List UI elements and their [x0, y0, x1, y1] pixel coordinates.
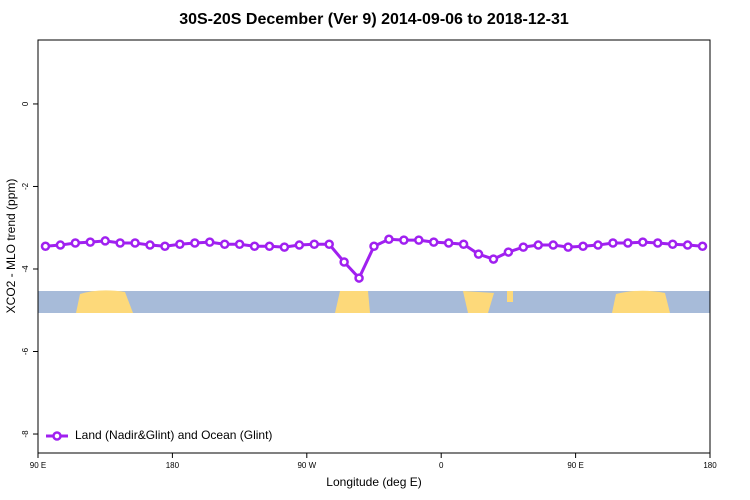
data-point [593, 240, 603, 250]
data-point [264, 241, 275, 252]
data-point [40, 241, 51, 252]
x-tick-label: 90 W [297, 461, 316, 470]
data-point [563, 242, 573, 252]
x-tick-label: 180 [703, 461, 717, 470]
data-point [219, 239, 230, 249]
data-point [578, 241, 588, 252]
data-point [503, 247, 514, 257]
legend-marker [52, 431, 62, 441]
data-point [279, 242, 290, 252]
data-point [608, 238, 618, 248]
data-point [518, 242, 529, 252]
data-point [354, 273, 364, 283]
data-point [443, 238, 454, 248]
data-point [234, 239, 245, 249]
data-point [115, 238, 125, 248]
data-point [339, 257, 349, 267]
data-point [85, 237, 96, 247]
data-point [638, 237, 648, 247]
y-tick-label: 0 [21, 101, 30, 106]
data-point [667, 239, 678, 249]
legend-label: Land (Nadir&Glint) and Ocean (Glint) [75, 428, 272, 442]
data-point [488, 254, 499, 264]
data-point [473, 249, 484, 259]
data-point [697, 241, 708, 252]
x-tick-label: 180 [166, 461, 180, 470]
data-point [175, 239, 185, 249]
data-point [309, 239, 320, 249]
data-point [384, 234, 394, 245]
y-tick-label: -6 [21, 347, 30, 355]
x-tick-label: 0 [439, 461, 444, 470]
x-axis-label: Longitude (deg E) [326, 475, 421, 489]
data-point [190, 238, 200, 248]
data-point [160, 241, 170, 252]
data-point [204, 237, 215, 247]
data-point [294, 240, 305, 250]
y-axis-label: XCO2 - MLO trend (ppm) [4, 179, 18, 314]
data-point [100, 236, 110, 246]
data-point [682, 240, 693, 250]
data-point [55, 240, 66, 250]
data-point [70, 238, 81, 248]
data-point [249, 241, 260, 252]
data-point [458, 239, 469, 249]
data-point [145, 240, 155, 250]
y-tick-label: -2 [21, 182, 30, 190]
x-tick-label: 90 E [567, 461, 583, 470]
data-point [623, 238, 633, 248]
data-point [414, 235, 424, 245]
data-point [324, 239, 334, 249]
map-band [38, 290, 710, 313]
data-point [533, 240, 544, 250]
data-point [548, 240, 558, 250]
y-tick-label: -8 [21, 430, 30, 438]
data-point [369, 241, 379, 252]
data-point [399, 235, 409, 245]
x-tick-label: 90 E [30, 461, 46, 470]
data-point [652, 238, 663, 248]
plot-frame [37, 39, 711, 454]
data-point [428, 237, 439, 247]
data-point [130, 238, 140, 248]
chart-title: 30S-20S December (Ver 9) 2014-09-06 to 2… [179, 11, 569, 28]
y-tick-label: -4 [21, 265, 30, 273]
